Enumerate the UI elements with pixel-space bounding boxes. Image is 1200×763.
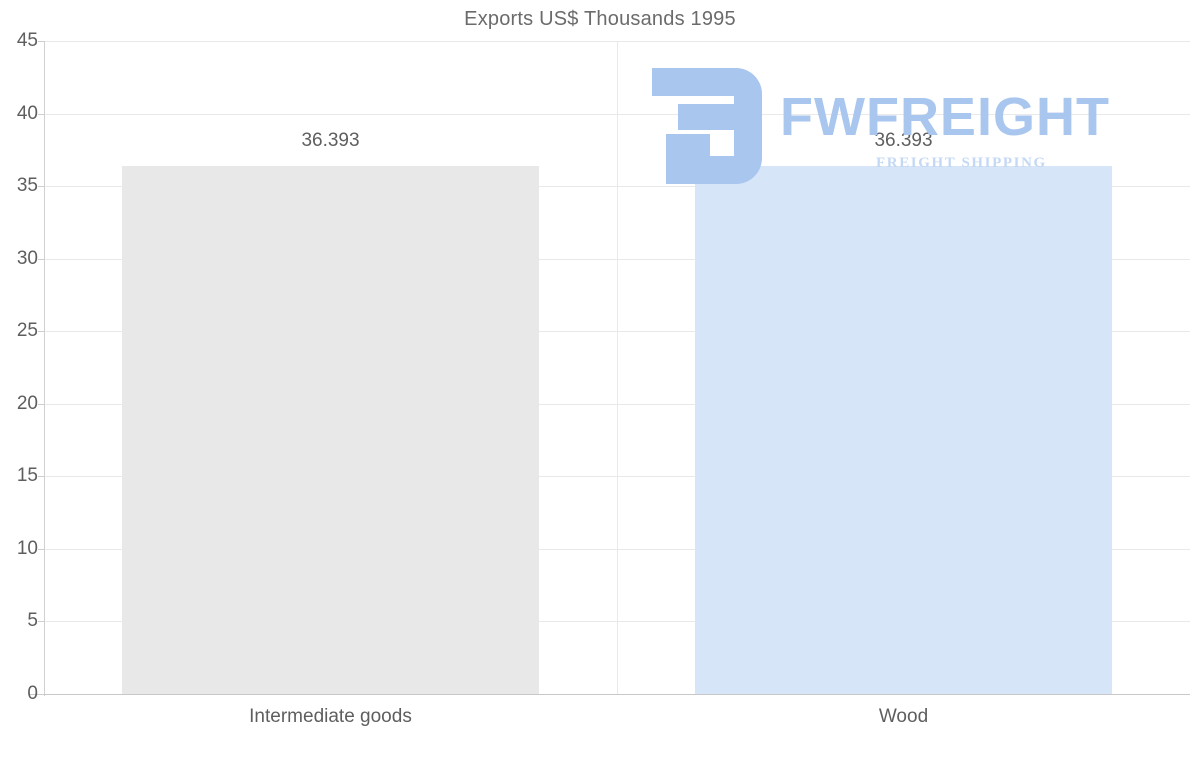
y-axis-tick-mark: [38, 694, 44, 695]
x-axis-tick-label: Intermediate goods: [249, 706, 412, 727]
y-axis-tick-label: 5: [27, 610, 38, 632]
y-axis-tick-mark: [38, 476, 44, 478]
y-axis-tick-mark: [38, 331, 44, 333]
y-axis-tick-mark: [38, 186, 44, 188]
y-axis-tick-mark: [38, 403, 44, 405]
chart-title: Exports US$ Thousands 1995: [464, 8, 736, 30]
y-axis-tick-mark: [38, 41, 44, 42]
y-axis-ticks: 0 5 10 15 20 25 30 35 40 45: [0, 0, 44, 763]
bar-intermediate-goods[interactable]: [122, 165, 539, 694]
y-axis-tick-label: 0: [27, 683, 38, 704]
y-axis-tick-label: 30: [16, 247, 38, 269]
bar-wood[interactable]: [695, 165, 1112, 694]
y-axis-tick-label: 35: [16, 175, 38, 197]
y-axis-tick-label: 40: [16, 102, 38, 124]
gridline-vertical: [617, 41, 618, 694]
y-axis-tick-mark: [38, 258, 44, 260]
bars-layer: [44, 41, 1190, 694]
y-axis-tick-label: 25: [16, 320, 38, 342]
x-axis-tick-label: Wood: [878, 706, 929, 727]
y-axis-tick-label: 10: [16, 537, 38, 559]
y-axis-tick-label: 45: [16, 30, 38, 51]
y-axis-line: [44, 41, 45, 696]
y-axis-tick-mark: [38, 621, 44, 623]
bar-value-label: 36.393: [874, 129, 933, 151]
y-axis-tick-mark: [38, 113, 44, 115]
y-axis-tick-label: 15: [16, 465, 38, 487]
bar-value-label: 36.393: [301, 129, 360, 151]
y-axis-tick-mark: [38, 548, 44, 550]
x-axis-line: [30, 694, 1190, 695]
y-axis-tick-label: 20: [16, 392, 38, 414]
